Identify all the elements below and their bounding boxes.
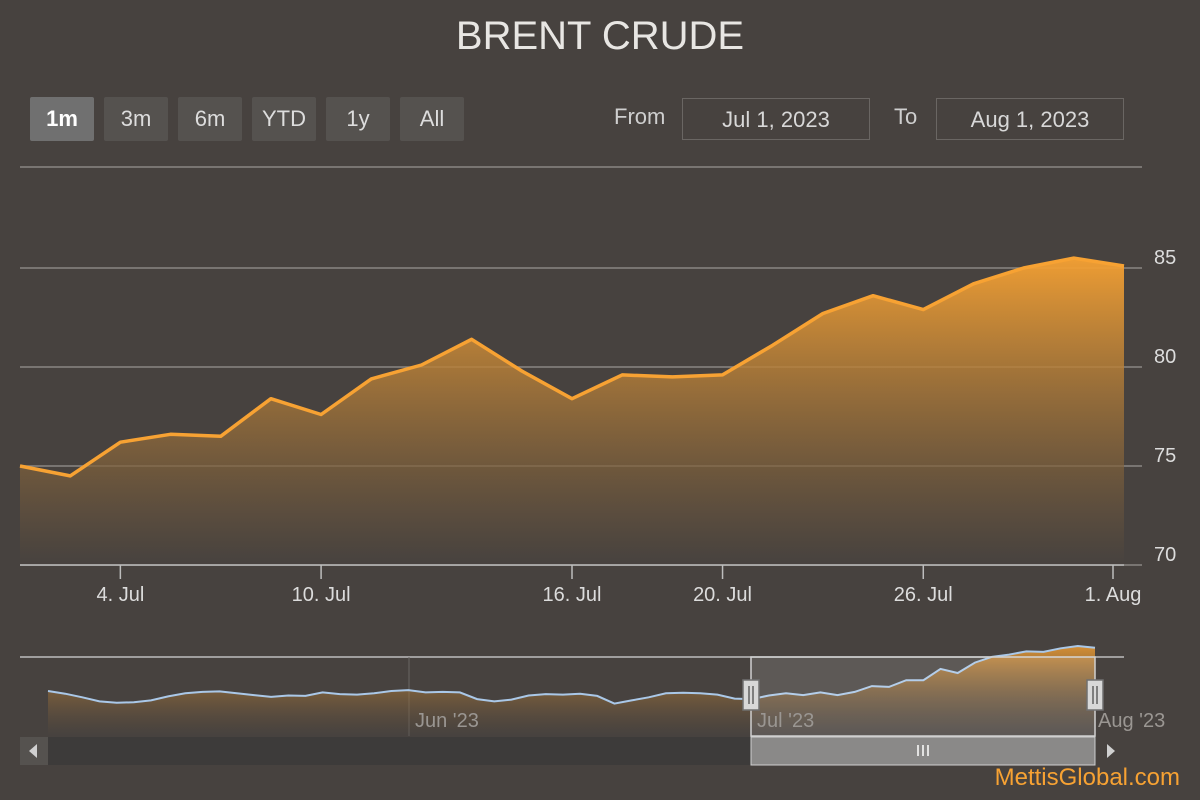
chart-title: BRENT CRUDE [455,14,745,58]
from-label: From [614,104,666,129]
navigator-selection[interactable] [750,656,1096,737]
zoom-all-button[interactable]: All [400,97,464,141]
grip-icon [917,745,929,756]
data-point[interactable] [169,432,173,436]
zoom-ytd-button[interactable]: YTD [252,97,316,141]
navigator-left-handle[interactable] [742,679,760,711]
data-point[interactable] [219,434,223,438]
data-point[interactable] [1122,264,1126,268]
navigator-area [48,646,1095,736]
x-axis: 4. Jul 10. Jul 16. Jul 20. Jul 26. Jul 1. Aug [20,564,1142,606]
data-point[interactable] [369,377,373,381]
data-point[interactable] [68,474,72,478]
data-point[interactable] [620,373,624,377]
chevron-right-icon [1107,744,1115,758]
to-date-input[interactable]: Aug 1, 2023 [936,98,1124,140]
data-point[interactable] [1022,266,1026,270]
data-point[interactable] [269,397,273,401]
x-tick-label: 1. Aug [1085,584,1142,606]
zoom-3m-button[interactable]: 3m [104,97,168,141]
to-label: To [894,104,918,129]
navigator-label-jun: Jun '23 [415,710,479,732]
x-tick-label: 20. Jul [693,584,752,606]
zoom-1m-button[interactable]: 1m [30,97,94,141]
data-point[interactable] [670,375,674,379]
brand-watermark: MettisGlobal.com [994,764,1180,791]
y-tick-label: 85 [1154,247,1176,269]
scroll-left-button[interactable] [20,737,48,765]
data-point[interactable] [470,337,474,341]
scroll-right-button[interactable] [1096,737,1124,765]
data-point[interactable] [520,369,524,373]
data-point[interactable] [771,343,775,347]
y-tick-label: 70 [1154,544,1176,566]
data-point[interactable] [871,294,875,298]
navigator-right-handle[interactable] [1086,679,1104,711]
data-point[interactable] [118,440,122,444]
x-tick-label: 10. Jul [292,584,351,606]
zoom-6m-button[interactable]: 6m [178,97,242,141]
y-tick-label: 80 [1154,346,1176,368]
y-tick-label: 75 [1154,445,1176,467]
data-point[interactable] [419,363,423,367]
data-point[interactable] [570,397,574,401]
data-point[interactable] [1072,256,1076,260]
x-tick-label: 4. Jul [96,584,144,606]
data-point[interactable] [319,413,323,417]
data-point[interactable] [18,464,22,468]
chevron-left-icon [29,744,37,758]
x-tick-label: 16. Jul [543,584,602,606]
price-area [20,258,1124,565]
zoom-buttons: 1m 3m 6m YTD 1y All [30,97,464,141]
navigator-label-jul: Jul '23 [757,710,814,732]
x-tick-label: 26. Jul [894,584,953,606]
navigator-line [47,644,1096,705]
data-point[interactable] [721,373,725,377]
y-axis: 70 75 80 85 [1154,247,1176,566]
from-date-input[interactable]: Jul 1, 2023 [682,98,870,140]
price-line [19,256,1125,478]
navigator-label-aug: Aug '23 [1098,710,1165,732]
data-point[interactable] [821,312,825,316]
zoom-1y-button[interactable]: 1y [326,97,390,141]
data-point[interactable] [921,308,925,312]
data-point[interactable] [971,282,975,286]
